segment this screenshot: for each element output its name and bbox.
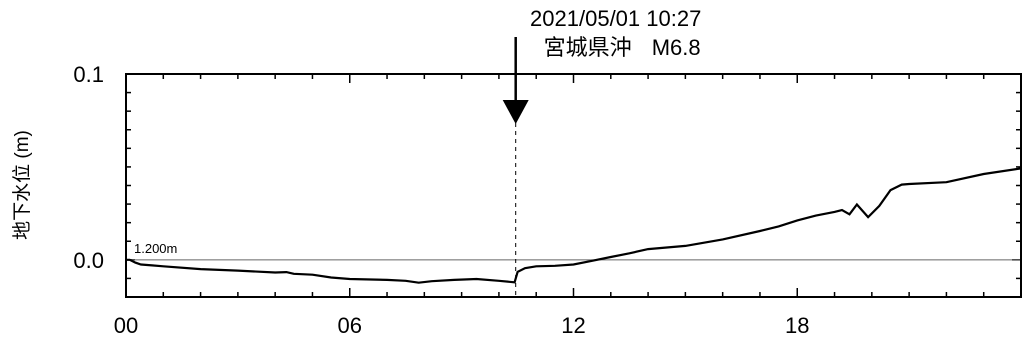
event-magnitude-label: M6.8 (652, 35, 701, 60)
event-arrow-head (502, 100, 529, 124)
x-tick-label: 18 (785, 313, 809, 338)
event-datetime-label: 2021/05/01 10:27 (530, 6, 701, 31)
y-tick-label: 0.1 (73, 62, 104, 87)
plot-frame (125, 73, 1022, 298)
y-tick-labels: 0.1 0.0 (73, 62, 104, 273)
y-axis-label: 地下水位 (m) (11, 130, 33, 240)
baseline-value-label: 1.200m (134, 241, 177, 256)
x-tick-label: 06 (338, 313, 362, 338)
x-tick-label: 00 (114, 313, 138, 338)
event-place-label: 宮城県沖 (544, 35, 632, 60)
y-tick-label: 0.0 (73, 248, 104, 273)
x-tick-label: 12 (561, 313, 585, 338)
x-tick-labels: 00 06 12 18 (114, 313, 810, 338)
series-line-groundwater (126, 167, 1022, 284)
